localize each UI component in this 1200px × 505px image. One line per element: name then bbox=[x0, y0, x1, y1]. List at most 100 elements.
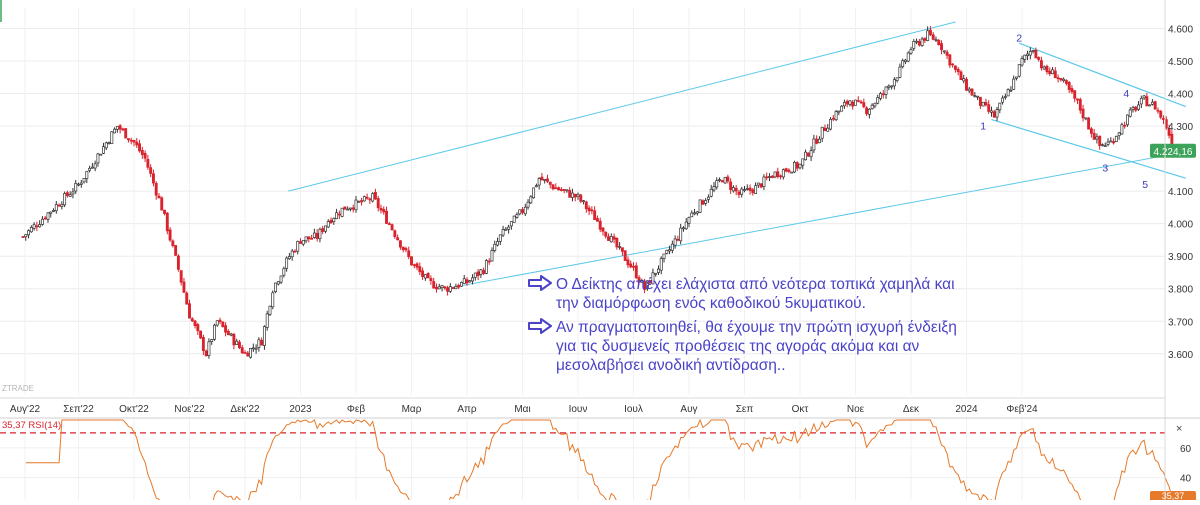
candle-body bbox=[329, 219, 333, 224]
candle-body bbox=[640, 279, 644, 283]
candle-body bbox=[457, 284, 461, 288]
candle-body bbox=[809, 150, 813, 158]
candle-body bbox=[38, 224, 42, 228]
candle-body bbox=[781, 169, 785, 178]
note-2-line-3: μεσολαβήσει ανοδική αντίδραση.. bbox=[556, 357, 786, 374]
candle-body bbox=[565, 189, 569, 192]
candle-body bbox=[931, 34, 935, 40]
candle-body bbox=[304, 236, 308, 242]
rsi-panel[interactable]: 60 40 35,37 RSI(14) × 35,37 bbox=[0, 418, 1196, 505]
candle-body bbox=[398, 240, 402, 248]
x-tick-label: Νοε'22 bbox=[174, 404, 205, 415]
note-2-line-1: Αν πραγματοποιηθεί, θα έχουμε την πρώτη … bbox=[556, 319, 957, 336]
candle-body bbox=[315, 232, 319, 239]
candle-body bbox=[826, 127, 830, 132]
candle-body bbox=[285, 257, 289, 269]
candle-body bbox=[1167, 128, 1171, 136]
candle-body bbox=[720, 180, 724, 183]
candle-body bbox=[795, 162, 799, 169]
candle-body bbox=[249, 348, 252, 358]
candle-body bbox=[1109, 140, 1113, 143]
candle-body bbox=[554, 187, 558, 190]
candle-body bbox=[706, 196, 710, 200]
candle-body bbox=[418, 266, 422, 273]
candle-body bbox=[590, 209, 594, 212]
time-axis[interactable]: Αυγ'22 Σεπ'22 Οκτ'22 Νοε'22 Δεκ'22 2023 Φεβ Μαρ… bbox=[10, 404, 1038, 415]
candle-body bbox=[460, 282, 463, 287]
candle-body bbox=[238, 341, 241, 348]
candle-body bbox=[740, 188, 744, 195]
wave-label-2: 2 bbox=[1016, 33, 1022, 45]
candle-body bbox=[373, 191, 377, 200]
candle-body bbox=[27, 230, 31, 236]
x-tick-label: Φεβ'24 bbox=[1006, 404, 1038, 415]
candle-body bbox=[648, 280, 652, 284]
x-tick-label: Νοε bbox=[847, 404, 865, 415]
candle-body bbox=[454, 286, 458, 290]
candle-body bbox=[812, 138, 816, 151]
candle-body bbox=[365, 196, 369, 199]
candle-body bbox=[1137, 104, 1140, 110]
candle-body bbox=[163, 209, 166, 214]
candle-body bbox=[360, 200, 364, 203]
price-axis[interactable]: 4.600 4.500 4.400 4.300 4.100 4.000 3.900 3.800… bbox=[1150, 25, 1196, 361]
candle-body bbox=[562, 189, 566, 191]
candle-body bbox=[1159, 111, 1163, 118]
candle-body bbox=[332, 218, 336, 222]
rsi-tick-label: 60 bbox=[1180, 444, 1192, 455]
candle-body bbox=[953, 65, 957, 70]
candle-body bbox=[1051, 69, 1054, 75]
candle-body bbox=[151, 173, 155, 184]
candle-body bbox=[465, 279, 469, 284]
candle-body bbox=[271, 292, 275, 308]
candle-body bbox=[856, 100, 860, 102]
candle-body bbox=[362, 196, 366, 202]
candle-body bbox=[737, 191, 741, 195]
candle-body bbox=[251, 347, 255, 350]
candle-body bbox=[504, 228, 508, 231]
candle-body bbox=[512, 215, 516, 223]
candle-body bbox=[962, 78, 966, 82]
candle-body bbox=[79, 182, 83, 185]
candle-body bbox=[1073, 90, 1077, 99]
candle-body bbox=[407, 250, 411, 257]
candle-body bbox=[1162, 118, 1165, 121]
candle-body bbox=[759, 183, 763, 188]
candle-body bbox=[287, 256, 291, 260]
trend-channel[interactable] bbox=[288, 21, 1186, 290]
candle-body bbox=[57, 204, 61, 207]
candle-body bbox=[1048, 70, 1052, 75]
channel-line bbox=[288, 21, 956, 192]
candle-body bbox=[509, 221, 513, 227]
candle-body bbox=[559, 189, 563, 191]
candle-body bbox=[965, 78, 968, 91]
candle-body bbox=[307, 236, 311, 240]
candle-body bbox=[1062, 78, 1066, 81]
candle-body bbox=[632, 265, 635, 268]
candle-body bbox=[387, 223, 391, 226]
candle-body bbox=[915, 40, 919, 43]
candle-body bbox=[745, 188, 749, 190]
candle-body bbox=[507, 226, 511, 230]
candle-body bbox=[451, 287, 455, 289]
candle-body bbox=[90, 166, 94, 169]
candle-body bbox=[1076, 98, 1079, 101]
candle-body bbox=[82, 178, 86, 183]
candle-body bbox=[673, 238, 677, 246]
candle-body bbox=[138, 143, 141, 152]
candle-body bbox=[643, 281, 647, 290]
candle-body bbox=[804, 151, 808, 161]
candle-body bbox=[995, 109, 999, 118]
candle-body bbox=[393, 230, 397, 237]
watermark-logo: ZTRADE bbox=[2, 384, 34, 393]
candle-body bbox=[529, 196, 533, 204]
candle-body bbox=[146, 158, 150, 168]
candle-body bbox=[165, 212, 169, 232]
candle-body bbox=[1150, 101, 1154, 105]
candle-body bbox=[210, 339, 214, 342]
candle-body bbox=[637, 277, 641, 283]
candle-body bbox=[801, 158, 805, 166]
candle-body bbox=[349, 207, 352, 210]
candle-body bbox=[199, 330, 203, 339]
